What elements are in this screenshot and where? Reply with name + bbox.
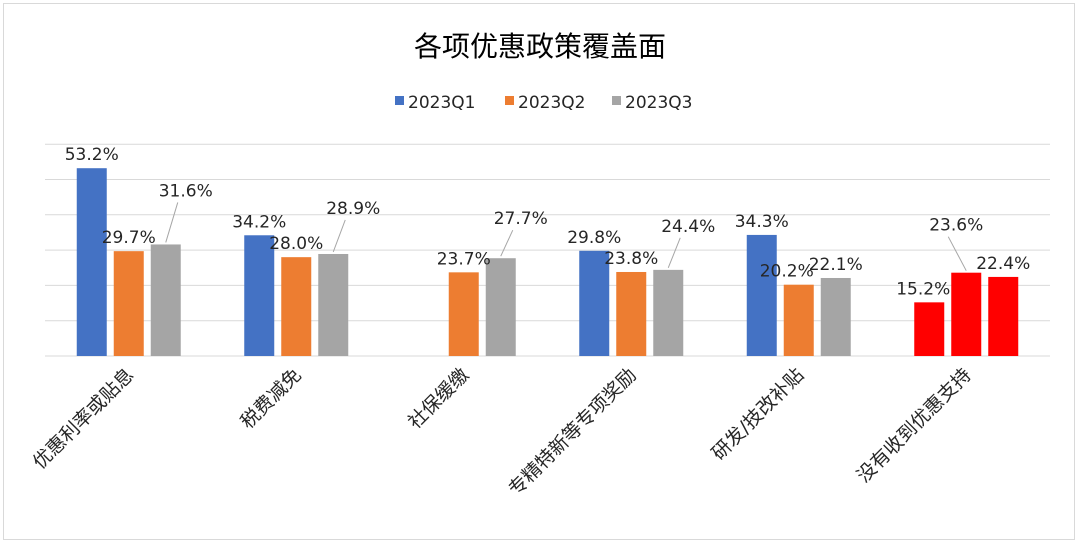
data-label: 31.6% bbox=[159, 181, 213, 201]
bar bbox=[820, 277, 851, 356]
leader-line bbox=[165, 202, 179, 243]
bar bbox=[281, 257, 312, 356]
category-label: 研发/技改补贴 bbox=[708, 364, 809, 465]
chart-frame bbox=[3, 3, 1075, 540]
data-label: 23.6% bbox=[929, 216, 983, 236]
category-label: 税费减免 bbox=[236, 364, 305, 433]
bar bbox=[988, 276, 1019, 356]
legend-item: 2023Q2 bbox=[505, 93, 585, 113]
category-label: 专精特新等专项奖励 bbox=[504, 364, 640, 500]
leader-line bbox=[667, 237, 681, 269]
bar bbox=[113, 251, 144, 356]
bar bbox=[783, 284, 814, 356]
bar bbox=[448, 272, 479, 356]
chart-title: 各项优惠政策覆盖面 bbox=[414, 30, 666, 63]
data-label: 28.0% bbox=[269, 234, 323, 254]
legend-label: 2023Q3 bbox=[625, 93, 692, 113]
bar bbox=[616, 271, 647, 356]
bar bbox=[318, 253, 349, 356]
bar bbox=[76, 168, 107, 356]
bar bbox=[914, 302, 945, 356]
legend-swatch bbox=[395, 96, 404, 105]
data-label: 22.1% bbox=[809, 255, 863, 275]
data-label: 29.8% bbox=[567, 228, 621, 248]
bar bbox=[150, 244, 181, 356]
legend-swatch bbox=[505, 96, 514, 105]
data-label: 53.2% bbox=[65, 145, 119, 165]
category-label: 没有收到优惠支持 bbox=[853, 364, 976, 487]
data-label: 24.4% bbox=[661, 217, 715, 237]
bar bbox=[653, 269, 684, 356]
legend-item: 2023Q1 bbox=[395, 93, 475, 113]
legend: 2023Q1 2023Q2 2023Q3 bbox=[395, 93, 692, 113]
legend-swatch bbox=[612, 96, 621, 105]
data-label: 22.4% bbox=[976, 254, 1030, 274]
data-label: 34.3% bbox=[735, 212, 789, 232]
leader-line bbox=[947, 236, 967, 271]
bar bbox=[244, 235, 275, 356]
bar bbox=[951, 272, 982, 356]
leader-line bbox=[500, 230, 514, 257]
data-label: 23.8% bbox=[604, 249, 658, 269]
bars bbox=[76, 168, 1019, 356]
legend-label: 2023Q1 bbox=[408, 93, 475, 113]
data-label: 23.7% bbox=[437, 249, 491, 269]
leader-lines bbox=[165, 202, 967, 271]
category-labels: 优惠利率或贴息 税费减免 社保缓缴 专精特新等专项奖励 研发/技改补贴 没有收到优惠支持 bbox=[29, 364, 976, 500]
data-label: 34.2% bbox=[232, 212, 286, 232]
data-label: 28.9% bbox=[326, 199, 380, 219]
data-label: 15.2% bbox=[896, 279, 950, 299]
data-labels: 53.2% 29.7% 31.6% 34.2%28.0%28.9% 23.7%27.7%… bbox=[65, 145, 1031, 299]
category-label: 社保缓缴 bbox=[404, 364, 473, 433]
data-label: 20.2% bbox=[760, 262, 814, 282]
bar bbox=[485, 258, 516, 356]
leader-line bbox=[332, 219, 346, 253]
data-label: 29.7% bbox=[102, 228, 156, 248]
data-label: 27.7% bbox=[494, 209, 548, 229]
legend-label: 2023Q2 bbox=[518, 93, 585, 113]
bar bbox=[746, 234, 777, 356]
gridlines bbox=[45, 143, 1050, 357]
bar bbox=[579, 250, 610, 356]
category-label: 优惠利率或贴息 bbox=[29, 364, 139, 474]
legend-item: 2023Q3 bbox=[612, 93, 692, 113]
